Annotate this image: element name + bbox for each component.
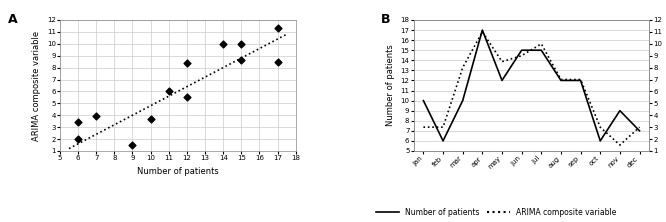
Point (272, 27, 283, 30)
Point (236, 42, 246, 46)
Legend: Number of patients, ARIMA composite variable: Number of patients, ARIMA composite vari… (373, 204, 619, 220)
Point (91, 115, 101, 118)
Text: A: A (8, 13, 18, 26)
Point (218, 42, 228, 46)
Point (127, 143, 138, 147)
Point (272, 60, 283, 63)
Text: B: B (380, 13, 390, 26)
Point (145, 117, 156, 121)
Y-axis label: ARIMA composite variable: ARIMA composite variable (32, 30, 41, 141)
Point (236, 59, 246, 62)
X-axis label: Number of patients: Number of patients (137, 167, 218, 176)
Point (73, 137, 83, 141)
Point (73, 121, 83, 124)
Point (182, 61, 192, 65)
Y-axis label: Number of patients: Number of patients (386, 45, 395, 126)
Point (163, 90, 174, 93)
Point (182, 96, 192, 99)
